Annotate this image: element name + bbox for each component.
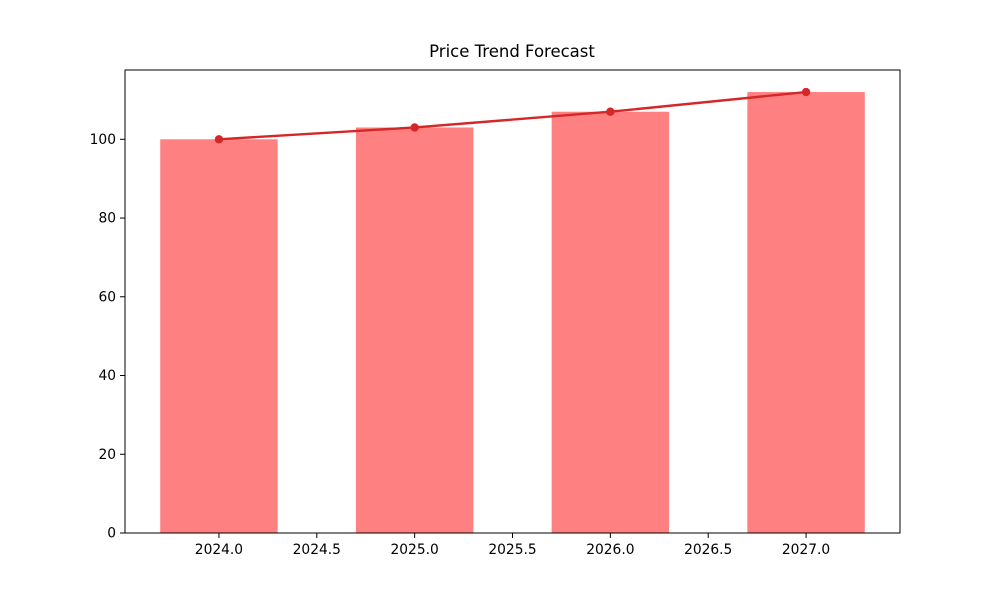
y-tick-label: 20 [98,447,116,463]
trend-marker-2024 [214,135,224,144]
trend-marker-2025 [410,123,419,132]
x-tick-label: 2026.0 [586,542,634,558]
trend-line [217,90,808,141]
bar-2024 [160,139,278,533]
trend-marker-2026 [606,107,615,116]
axes-spines [124,69,901,534]
x-tick-label: 2027.0 [782,542,830,558]
x-tick-label: 2024.5 [293,542,341,558]
bar-2025 [355,127,474,533]
trend-marker-2027 [801,87,811,97]
trend-line-series [214,87,811,144]
plot-area: 0 20 40 60 80 100 2024.0 2024.5 2025.0 2025.5 2026… [90,69,901,558]
bar-series [160,92,865,534]
x-tick-label: 2024.0 [195,542,243,558]
y-tick-label: 40 [98,368,116,384]
y-tick-label: 100 [90,132,116,148]
y-tick-label: 80 [98,211,116,227]
chart-title: Price Trend Forecast [429,42,595,61]
ticks: 0 20 40 60 80 100 2024.0 2024.5 2025.0 2025.5 2026… [90,132,831,558]
y-tick-label: 60 [98,289,116,305]
x-tick-label: 2026.5 [684,542,732,558]
x-tick-label: 2025.5 [488,542,536,558]
bar-2027 [747,92,865,534]
bar-2026 [551,111,670,533]
x-tick-label: 2025.0 [391,542,439,558]
y-tick-label: 0 [107,526,116,542]
